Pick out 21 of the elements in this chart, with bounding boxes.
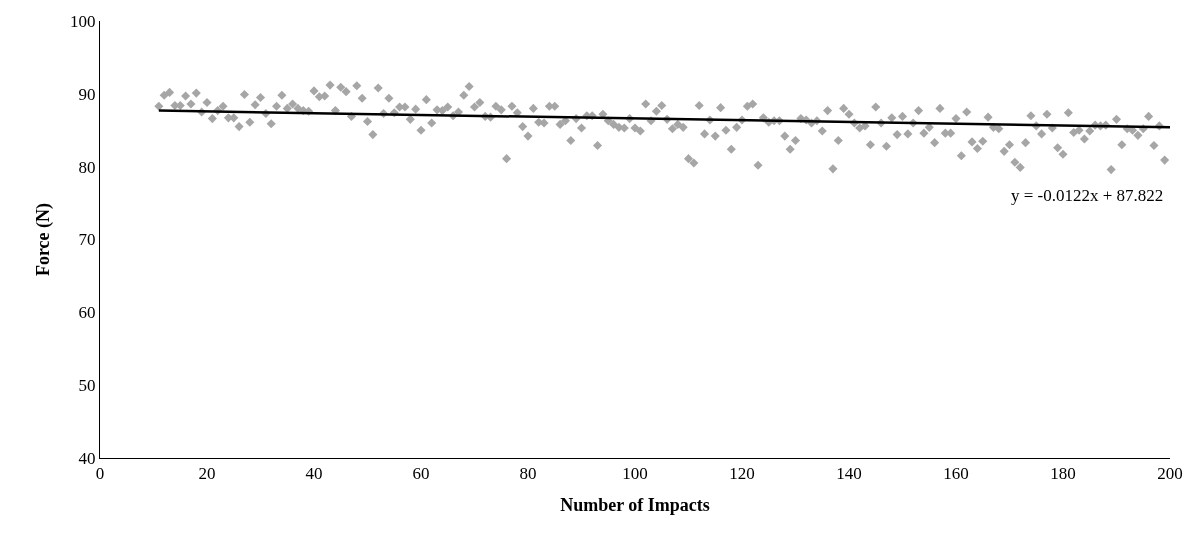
y-tick-label: 80 <box>78 157 96 177</box>
x-tick-label: 40 <box>305 464 323 484</box>
x-tick-label: 80 <box>519 464 537 484</box>
x-tick-label: 120 <box>729 464 755 484</box>
x-tick-label: 200 <box>1157 464 1183 484</box>
x-tick-label: 180 <box>1050 464 1076 484</box>
annotation: y = -0.0122x + 87.822 <box>1011 186 1164 205</box>
x-tick-label: 100 <box>622 464 648 484</box>
y-tick-label: 100 <box>70 11 96 31</box>
x-tick-label: 60 <box>412 464 430 484</box>
y-tick-label: 40 <box>78 448 96 468</box>
x-axis-title: Number of Impacts <box>560 494 710 515</box>
x-tick-label: 0 <box>95 464 105 484</box>
x-tick-label: 20 <box>198 464 216 484</box>
y-tick-label: 70 <box>78 230 96 250</box>
x-tick-label: 160 <box>943 464 969 484</box>
y-axis-title: Force (N) <box>33 202 55 277</box>
y-tick-label: 50 <box>78 376 96 396</box>
y-tick-label: 90 <box>78 84 96 104</box>
y-tick-label: 60 <box>78 303 96 323</box>
x-tick-label: 140 <box>836 464 862 484</box>
